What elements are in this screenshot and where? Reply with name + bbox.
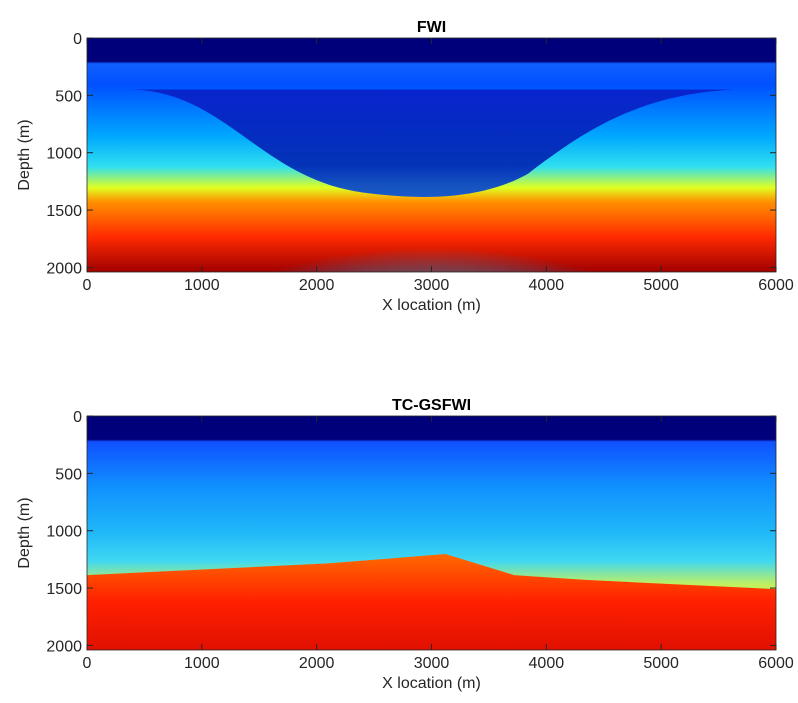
y-tick-label: 2000 bbox=[46, 638, 82, 655]
y-tick-label: 1000 bbox=[46, 524, 82, 541]
x-tick-label: 1000 bbox=[184, 277, 220, 294]
chart-title: TC-GSFWI bbox=[392, 397, 471, 414]
x-tick-label: 4000 bbox=[529, 655, 565, 672]
y-tick-label: 0 bbox=[73, 31, 82, 48]
x-tick-label: 2000 bbox=[299, 277, 335, 294]
x-tick-label: 6000 bbox=[758, 277, 794, 294]
x-tick-label: 3000 bbox=[414, 655, 450, 672]
y-tick-label: 1500 bbox=[46, 203, 82, 220]
x-tick-label: 5000 bbox=[643, 655, 679, 672]
x-tick-label: 4000 bbox=[529, 277, 565, 294]
x-tick-label: 0 bbox=[83, 277, 92, 294]
x-tick-label: 6000 bbox=[758, 655, 794, 672]
y-tick-label: 2000 bbox=[46, 260, 82, 277]
chart-title: FWI bbox=[417, 19, 446, 36]
y-tick-label: 1000 bbox=[46, 146, 82, 163]
x-tick-label: 0 bbox=[83, 655, 92, 672]
x-tick-label: 1000 bbox=[184, 655, 220, 672]
y-tick-label: 500 bbox=[55, 466, 82, 483]
x-tick-label: 2000 bbox=[299, 655, 335, 672]
x-tick-label: 5000 bbox=[643, 277, 679, 294]
x-axis-label: X location (m) bbox=[382, 675, 481, 692]
heatmap-image bbox=[87, 416, 776, 650]
y-tick-label: 1500 bbox=[46, 581, 82, 598]
y-axis-label: Depth (m) bbox=[16, 119, 33, 190]
y-tick-label: 500 bbox=[55, 88, 82, 105]
x-tick-label: 3000 bbox=[414, 277, 450, 294]
heatmap-image bbox=[87, 38, 776, 272]
y-axis-label: Depth (m) bbox=[16, 497, 33, 568]
x-axis-label: X location (m) bbox=[382, 297, 481, 314]
y-tick-label: 0 bbox=[73, 409, 82, 426]
